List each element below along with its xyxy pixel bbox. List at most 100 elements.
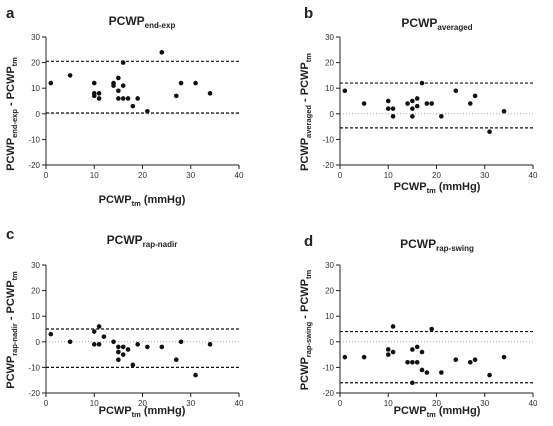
panel-a-ylabel: PCWPend-exp - PCWPtm bbox=[5, 57, 19, 171]
panel-d-y-tick-label: 0 bbox=[330, 338, 335, 347]
panel-d-y-tick-label: 30 bbox=[325, 261, 334, 270]
panel-a-data-point bbox=[125, 96, 131, 101]
panel-c-data-point bbox=[159, 344, 165, 350]
panel-b-data-point bbox=[390, 114, 396, 119]
panel-b-xlabel: PCWPtm (mmHg) bbox=[394, 181, 481, 195]
panel-d-data-point bbox=[410, 359, 415, 365]
panel-d-data-point bbox=[390, 349, 396, 355]
panel-a-data-point bbox=[116, 75, 121, 81]
panel-c-data-point bbox=[111, 339, 116, 345]
panel-c-y-tick-label: 30 bbox=[31, 261, 40, 270]
panel-c-data-point bbox=[125, 347, 131, 352]
panel-c-data-point bbox=[173, 357, 179, 363]
panel-b-x-tick-label: 10 bbox=[384, 171, 393, 180]
panel-d: d PCWPrap-swing PCWPrap-swing - PCWPtm P… bbox=[299, 233, 538, 419]
panel-letter-d: d bbox=[304, 233, 313, 250]
panel-letter-b: b bbox=[304, 5, 313, 22]
panel-a-y-tick-label: 20 bbox=[31, 59, 40, 68]
panel-d-data-point bbox=[414, 359, 420, 365]
panel-d-data-point bbox=[410, 380, 415, 386]
panel-c-data-point bbox=[120, 352, 126, 357]
panel-d-data-point bbox=[453, 357, 459, 363]
panel-a-data-point bbox=[207, 91, 213, 96]
panel-d-data-point bbox=[390, 324, 396, 329]
panel-c: c PCWPrap-nadir PCWPrap-nadir - PCWPtm P… bbox=[5, 226, 244, 419]
panel-c-title: PCWPrap-nadir bbox=[107, 233, 178, 249]
panel-a-data-point bbox=[116, 96, 121, 101]
panel-a-x-tick-label: 40 bbox=[235, 171, 244, 180]
panel-c-data-point bbox=[145, 344, 150, 350]
panel-b-data-point bbox=[342, 88, 348, 94]
panel-d-data-point bbox=[487, 372, 492, 378]
panel-b-y-tick-label: -10 bbox=[322, 135, 334, 144]
panel-a-data-point bbox=[178, 80, 184, 86]
panel-b-data-point bbox=[439, 114, 444, 119]
panel-b-data-point bbox=[419, 80, 425, 86]
panel-c-y-tick-label: -10 bbox=[28, 363, 40, 372]
panel-letter-c: c bbox=[6, 226, 14, 243]
panel-b-data-point bbox=[424, 101, 430, 106]
panel-c-data-point bbox=[67, 339, 73, 345]
panel-c-ylabel: PCWPrap-nadir - PCWPtm bbox=[5, 271, 19, 389]
panel-d-x-tick-label: 0 bbox=[338, 399, 343, 408]
panel-c-x-tick-label: 10 bbox=[90, 399, 99, 408]
panel-c-y-tick-label: -20 bbox=[28, 389, 40, 398]
panel-d-data-point bbox=[410, 347, 415, 352]
panel-d-data-point bbox=[467, 359, 473, 365]
panel-c-data-point bbox=[116, 357, 121, 363]
panel-b-data-point bbox=[487, 129, 492, 135]
panel-c-y-tick-label: 0 bbox=[36, 338, 41, 347]
panel-a-data-point bbox=[193, 80, 198, 86]
panel-b-data-point bbox=[429, 101, 434, 106]
panel-b: b PCWPaveraged PCWPaveraged - PCWPtm PCW… bbox=[299, 5, 538, 195]
panel-a-data-point bbox=[91, 80, 97, 86]
panel-a-x-tick-label: 30 bbox=[186, 171, 195, 180]
panel-a-data-point bbox=[145, 108, 150, 114]
panel-a-data-point bbox=[96, 96, 102, 101]
panel-c-data-point bbox=[101, 334, 107, 339]
panel-c-data-point bbox=[96, 324, 102, 329]
panel-c-x-tick-label: 30 bbox=[186, 399, 195, 408]
panel-d-data-point bbox=[501, 354, 507, 360]
panel-a-data-point bbox=[120, 60, 126, 65]
panel-a-y-tick-label: -20 bbox=[28, 161, 40, 170]
panel-d-data-point bbox=[424, 370, 430, 375]
panel-b-data-point bbox=[410, 114, 415, 119]
panel-d-data-point bbox=[419, 349, 425, 355]
panel-c-x-tick-label: 0 bbox=[44, 399, 49, 408]
panel-c-data-point bbox=[116, 344, 121, 350]
panel-letter-a: a bbox=[6, 5, 15, 22]
panel-b-data-point bbox=[410, 98, 415, 104]
panel-d-data-point bbox=[342, 354, 348, 360]
panel-b-y-tick-label: 20 bbox=[325, 59, 334, 68]
panel-c-x-tick-label: 40 bbox=[235, 399, 244, 408]
panel-a-x-tick-label: 20 bbox=[138, 171, 147, 180]
panel-c-x-tick-label: 20 bbox=[138, 399, 147, 408]
panel-a-data-point bbox=[116, 88, 121, 94]
panel-b-data-point bbox=[410, 106, 415, 111]
panel-d-xlabel: PCWPtm (mmHg) bbox=[394, 405, 481, 419]
panel-d-x-tick-label: 30 bbox=[480, 399, 489, 408]
panel-b-data-point bbox=[467, 101, 473, 106]
panel-a-data-point bbox=[173, 93, 179, 99]
panel-b-y-tick-label: -20 bbox=[322, 161, 334, 170]
panel-d-data-point bbox=[439, 370, 444, 375]
panel-b-data-point bbox=[385, 98, 391, 104]
panel-d-data-point bbox=[419, 367, 425, 373]
panel-b-title: PCWPaveraged bbox=[401, 16, 472, 32]
panel-c-data-point bbox=[130, 362, 136, 368]
panel-d-data-point bbox=[429, 326, 434, 332]
panel-a-data-point bbox=[48, 80, 54, 86]
panel-a-data-point bbox=[159, 50, 165, 55]
panel-a-y-tick-label: 10 bbox=[31, 84, 40, 93]
panel-c-data-point bbox=[96, 342, 102, 347]
panel-c-data-point bbox=[120, 344, 126, 350]
panel-d-data-point bbox=[385, 352, 391, 357]
panel-d-title: PCWPrap-swing bbox=[400, 237, 474, 253]
panel-d-data-point bbox=[361, 354, 367, 360]
panel-c-data-point bbox=[193, 372, 198, 378]
panel-a: a PCWPend-exp PCWPend-exp - PCWPtm PCWPt… bbox=[5, 5, 244, 208]
panel-a-data-point bbox=[96, 91, 102, 96]
panel-a-data-point bbox=[135, 96, 140, 101]
